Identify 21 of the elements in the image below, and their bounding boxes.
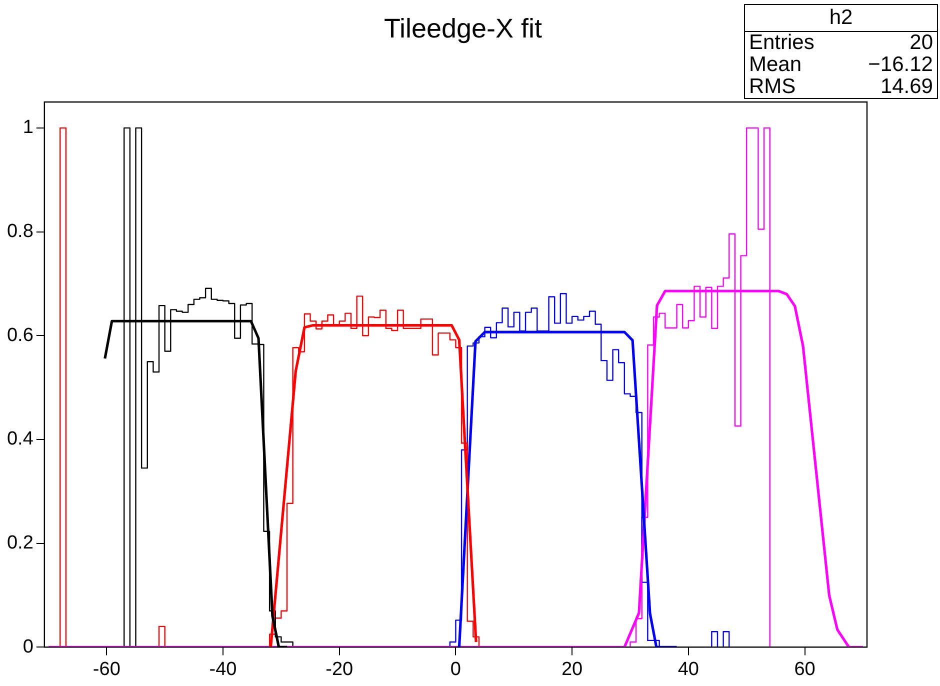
- text: RMS: [749, 75, 796, 98]
- x-tick-label: 20: [561, 658, 583, 680]
- x-tick-label: -20: [326, 658, 354, 680]
- text: 14.69: [880, 75, 933, 98]
- y-tick-label: 0.8: [6, 221, 34, 242]
- y-tick-label: 0.6: [6, 324, 34, 346]
- x-tick-label: -40: [209, 658, 237, 680]
- text: Entries: [749, 31, 814, 54]
- x-tick-label: 40: [678, 658, 699, 680]
- text: 20: [910, 31, 933, 54]
- y-tick-label: 1: [22, 117, 34, 138]
- text: −16.12: [868, 53, 933, 76]
- text: h2: [745, 5, 937, 32]
- y-tick-label: 0: [22, 636, 34, 658]
- x-tick-label: -60: [92, 658, 120, 680]
- x-tick-label: 0: [450, 658, 461, 680]
- x-tick-label: 60: [794, 658, 816, 680]
- text: Mean: [749, 53, 802, 76]
- y-tick-label: 0.2: [6, 532, 34, 554]
- chart-title: Tileedge-X fit: [384, 13, 543, 44]
- y-tick-label: 0.4: [6, 428, 34, 450]
